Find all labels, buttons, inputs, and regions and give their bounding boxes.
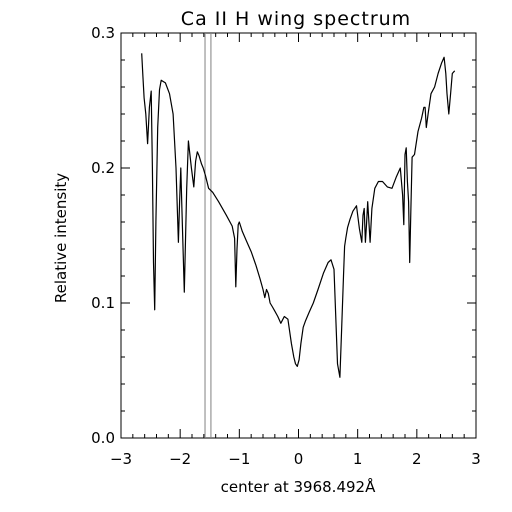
y-tick-label: 0.3 [91, 24, 115, 42]
y-axis-label: Relative intensity [52, 173, 70, 303]
x-tick-label: 2 [412, 450, 422, 468]
axis-ticks [120, 32, 477, 439]
x-tick-label: −2 [169, 450, 191, 468]
plot-area [120, 32, 477, 439]
x-tick-label: 0 [294, 450, 304, 468]
y-tick-label: 0.2 [91, 159, 115, 177]
vertical-markers [204, 33, 212, 438]
x-tick-label: 3 [471, 450, 481, 468]
tick-labels: −3 −2 −1 0 1 2 3 0.0 0.1 0.2 0.3 [91, 24, 481, 468]
x-tick-label: −3 [110, 450, 132, 468]
plot-frame [120, 32, 477, 439]
y-tick-label: 0.1 [91, 294, 115, 312]
spectrum-line [141, 53, 456, 378]
x-axis-label: center at 3968.492Å [221, 477, 376, 496]
y-tick-label: 0.0 [91, 429, 115, 447]
x-tick-label: −1 [228, 450, 250, 468]
series-group [141, 53, 456, 378]
x-tick-label: 1 [353, 450, 363, 468]
chart-title: Ca II H wing spectrum [181, 8, 411, 30]
